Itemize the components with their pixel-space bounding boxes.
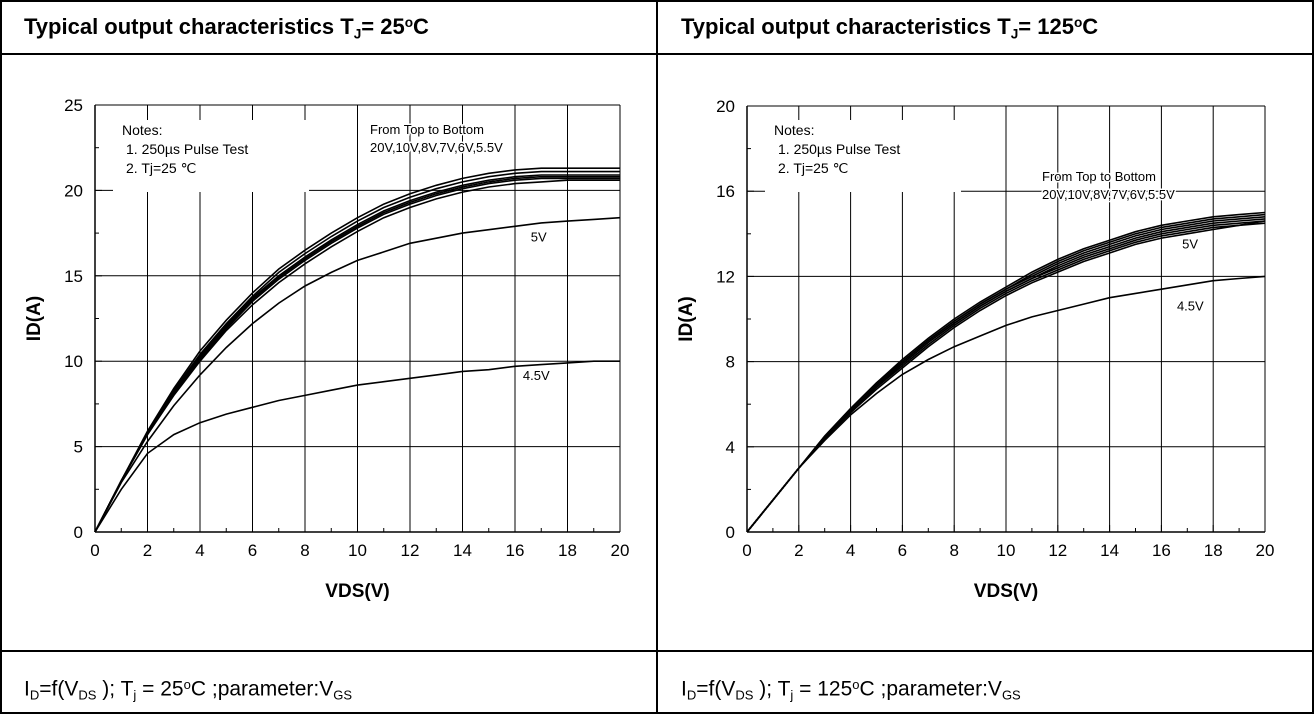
x-axis-title: VDS(V) bbox=[974, 581, 1038, 602]
chart-panel-right: 0 2 4 6 8 10 12 14 16 18 20 0 4 8 12 16 20 VDS(V) ID(A) 5V 4… bbox=[657, 54, 1314, 651]
y-tick-label: 0 bbox=[726, 523, 735, 542]
x-tick-label: 4 bbox=[195, 541, 204, 560]
caption-right: ID=f(VDS ); Tj = 125oC ;parameter:VGS bbox=[681, 677, 1021, 703]
series-line-6V bbox=[94, 177, 620, 533]
series-line-20V bbox=[94, 167, 620, 533]
note-line: Notes: bbox=[774, 122, 814, 138]
note-line: 2. Tj=25 ℃ bbox=[126, 160, 196, 176]
x-tick-label: 18 bbox=[1204, 541, 1223, 560]
notes-background bbox=[765, 120, 961, 192]
x-tick-label: 6 bbox=[248, 541, 257, 560]
x-tick-label: 10 bbox=[348, 541, 367, 560]
x-tick-label: 10 bbox=[997, 541, 1016, 560]
x-tick-label: 6 bbox=[898, 541, 907, 560]
notes-background bbox=[113, 120, 309, 192]
curve-label: 4.5V bbox=[523, 368, 550, 383]
x-tick-label: 20 bbox=[611, 541, 630, 560]
y-tick-label: 20 bbox=[716, 97, 735, 116]
note-line: Notes: bbox=[122, 122, 162, 138]
note-line: 1. 250µs Pulse Test bbox=[778, 141, 900, 157]
series-line-5_5V bbox=[94, 179, 620, 533]
x-tick-label: 2 bbox=[794, 541, 803, 560]
note-line: 2. Tj=25 ℃ bbox=[778, 160, 848, 176]
legend-line: From Top to Bottom bbox=[370, 122, 484, 137]
chart-panel-left: 0 2 4 6 8 10 12 14 16 18 20 0 5 10 15 20 25 VDS(V) ID(A) 5V… bbox=[0, 54, 657, 651]
output-characteristics-chart-25c: 0 2 4 6 8 10 12 14 16 18 20 0 5 10 15 20 25 VDS(V) ID(A) 5V… bbox=[24, 96, 630, 602]
y-tick-label: 12 bbox=[716, 267, 735, 286]
y-axis-title: ID(A) bbox=[24, 296, 45, 341]
y-tick-label: 4 bbox=[726, 438, 735, 457]
series-line-5V bbox=[94, 216, 621, 533]
y-tick-label: 25 bbox=[64, 96, 83, 115]
x-tick-label: 16 bbox=[1152, 541, 1171, 560]
y-tick-label: 16 bbox=[716, 182, 735, 201]
note-line: 1. 250µs Pulse Test bbox=[126, 141, 248, 157]
y-tick-label: 10 bbox=[64, 352, 83, 371]
caption-left: ID=f(VDS ); Tj = 25oC ;parameter:VGS bbox=[24, 677, 353, 703]
x-tick-label: 12 bbox=[401, 541, 420, 560]
y-tick-label: 5 bbox=[74, 438, 83, 457]
x-tick-label: 16 bbox=[506, 541, 525, 560]
legend-line: From Top to Bottom bbox=[1042, 169, 1156, 184]
x-tick-label: 14 bbox=[453, 541, 472, 560]
y-tick-label: 8 bbox=[726, 353, 735, 372]
series-lines bbox=[746, 211, 1266, 533]
x-tick-label: 8 bbox=[949, 541, 958, 560]
y-tick-label: 20 bbox=[64, 181, 83, 200]
minor-ticks bbox=[746, 105, 1266, 533]
y-tick-label: 15 bbox=[64, 267, 83, 286]
series-line-5V bbox=[746, 220, 1266, 533]
series-line-7V bbox=[94, 175, 620, 533]
series-lines bbox=[94, 167, 621, 533]
x-tick-label: 0 bbox=[90, 541, 99, 560]
series-line-4_5V bbox=[94, 360, 620, 533]
y-axis-title: ID(A) bbox=[676, 296, 697, 341]
series-line-10V bbox=[94, 170, 620, 533]
series-line-4_5V bbox=[746, 275, 1266, 533]
x-tick-label: 8 bbox=[300, 541, 309, 560]
legend-line: 20V,10V,8V,7V,6V,5.5V bbox=[370, 140, 503, 155]
x-tick-label: 20 bbox=[1256, 541, 1275, 560]
header-left: Typical output characteristics TJ= 25oC bbox=[24, 14, 429, 42]
legend-line: 20V,10V,8V,7V,6V,5.5V bbox=[1042, 187, 1175, 202]
curve-label: 5V bbox=[531, 230, 547, 245]
x-tick-label: 12 bbox=[1048, 541, 1067, 560]
y-tick-label: 0 bbox=[74, 523, 83, 542]
notes-box: Notes: 1. 250µs Pulse Test 2. Tj=25 ℃ bbox=[765, 120, 961, 192]
x-tick-label: 14 bbox=[1100, 541, 1119, 560]
output-characteristics-chart-125c: 0 2 4 6 8 10 12 14 16 18 20 0 4 8 12 16 20 VDS(V) ID(A) 5V 4… bbox=[676, 97, 1275, 602]
x-tick-label: 2 bbox=[143, 541, 152, 560]
x-tick-label: 4 bbox=[846, 541, 855, 560]
notes-box: Notes: 1. 250µs Pulse Test 2. Tj=25 ℃ bbox=[113, 120, 309, 192]
minor-ticks bbox=[94, 104, 621, 533]
curve-label: 5V bbox=[1182, 237, 1198, 252]
header-right: Typical output characteristics TJ= 125oC bbox=[681, 14, 1099, 42]
x-axis-title: VDS(V) bbox=[325, 581, 389, 602]
curve-label: 4.5V bbox=[1177, 298, 1204, 313]
x-tick-label: 0 bbox=[742, 541, 751, 560]
x-tick-label: 18 bbox=[558, 541, 577, 560]
